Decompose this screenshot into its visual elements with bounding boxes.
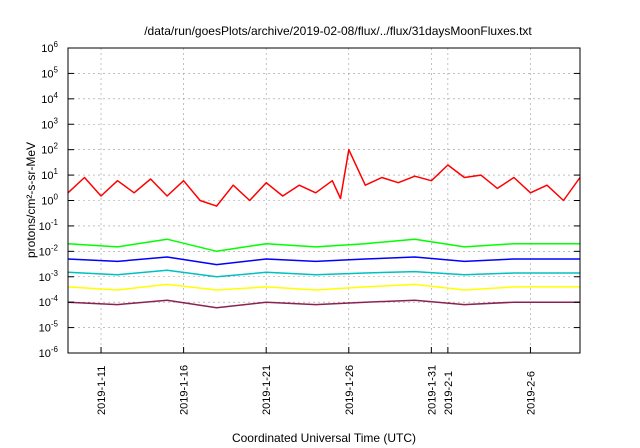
y-tick-label: 104 bbox=[41, 91, 58, 106]
x-axis-label: Coordinated Universal Time (UTC) bbox=[232, 431, 416, 445]
grid bbox=[68, 47, 580, 354]
x-tick-label: 2019-1-16 bbox=[179, 365, 191, 415]
y-tick-label: 10-6 bbox=[39, 345, 59, 360]
y-tick-label: 10-1 bbox=[39, 218, 59, 233]
y-tick-label: 102 bbox=[41, 142, 58, 157]
x-tick-label: 2019-1-26 bbox=[344, 365, 356, 415]
x-tick-label: 2019-1-11 bbox=[96, 366, 108, 415]
series-3-line bbox=[67, 256, 580, 266]
x-tick-label: 2019-2-6 bbox=[525, 371, 537, 415]
y-tick-label: 10-4 bbox=[39, 294, 59, 309]
y-axis-label: protons/cm²-s-sr-MeV bbox=[24, 142, 38, 258]
y-tick-label: 10-2 bbox=[39, 243, 59, 258]
series-4-line bbox=[67, 269, 580, 278]
y-tick-label: 106 bbox=[41, 40, 58, 55]
x-tick-label: 2019-2-1 bbox=[443, 371, 455, 415]
y-axis: 10-6 10-5 10-4 10-3 10-2 10-1 100 101 102 103 104 1… bbox=[39, 40, 580, 360]
y-tick-label: 103 bbox=[41, 116, 58, 131]
series-5-line bbox=[67, 283, 580, 291]
y-tick-label: 105 bbox=[41, 65, 58, 80]
y-tick-label: 10-3 bbox=[39, 269, 59, 284]
y-tick-label: 100 bbox=[41, 193, 58, 208]
series-2-line bbox=[67, 238, 580, 253]
series-1-line bbox=[67, 148, 581, 207]
x-axis: 2019-1-11 2019-1-16 2019-1-21 2019-1-26 2019… bbox=[96, 347, 537, 415]
y-tick-label: 10-5 bbox=[39, 320, 59, 335]
series-6-line bbox=[67, 299, 580, 309]
series-layer bbox=[67, 148, 581, 309]
chart-title: /data/run/goesPlots/archive/2019-02-08/f… bbox=[144, 24, 532, 38]
x-tick-label: 2019-1-31 bbox=[426, 365, 438, 415]
x-tick-label: 2019-1-21 bbox=[261, 365, 273, 415]
y-tick-label: 101 bbox=[41, 167, 58, 182]
